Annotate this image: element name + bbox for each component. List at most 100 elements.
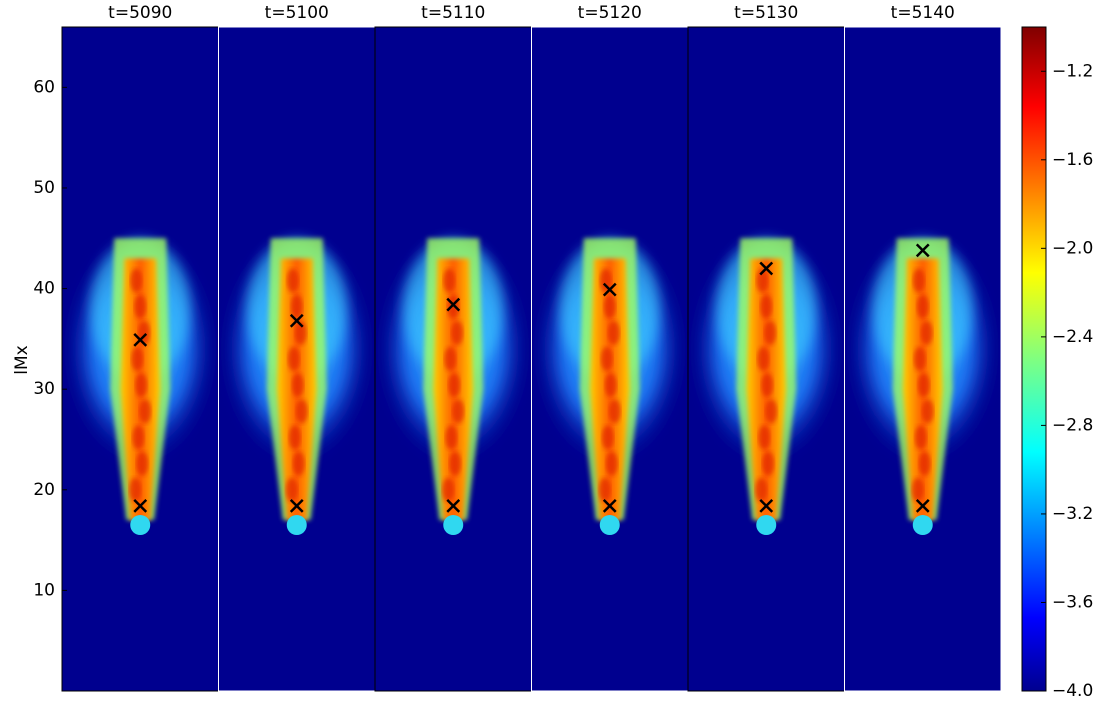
plume-streak — [608, 399, 621, 424]
plume-streak — [912, 268, 925, 293]
plume-streak — [290, 294, 303, 319]
y-tick-label: 50 — [33, 178, 55, 198]
y-tick-label: 60 — [33, 77, 55, 97]
plume-streak — [134, 294, 147, 319]
plume-streak — [921, 399, 934, 424]
plume-streak — [129, 477, 142, 502]
plume-streak — [916, 294, 929, 319]
y-tick-label: 10 — [33, 580, 55, 600]
panel — [218, 26, 376, 692]
plume-streak — [761, 373, 774, 398]
x-marker-stroke — [133, 499, 148, 513]
plume-base — [756, 515, 777, 535]
colorbar-tick-label: −2.0 — [1052, 238, 1093, 258]
colorbar-tick-label: −4.0 — [1052, 681, 1093, 701]
plume-streak — [764, 320, 777, 345]
colorbar-tick-label: −2.8 — [1052, 415, 1093, 435]
y-axis-label: lMx — [12, 345, 32, 374]
panel-title: t=5130 — [734, 3, 798, 23]
x-marker — [602, 499, 617, 513]
plume-streak — [918, 451, 931, 476]
plume-streak — [451, 320, 464, 345]
plume-streak — [287, 347, 300, 371]
x-marker — [289, 313, 304, 328]
plume-streak — [755, 477, 768, 502]
plume-streak — [286, 268, 299, 293]
x-marker-stroke — [602, 499, 617, 513]
plume — [62, 228, 219, 535]
plume-streak — [285, 477, 298, 502]
x-marker — [602, 282, 617, 297]
x-marker-stroke — [289, 313, 304, 328]
plume-base — [599, 515, 620, 535]
plume-streak — [295, 399, 308, 424]
panel-title: t=5120 — [578, 3, 642, 23]
x-marker-stroke — [602, 282, 617, 297]
panel-title: t=5090 — [108, 3, 172, 23]
panel-title: t=5100 — [265, 3, 329, 23]
plume — [218, 228, 375, 535]
plume-streak — [443, 268, 456, 293]
panel — [844, 26, 1002, 692]
panel-title: t=5110 — [421, 3, 485, 23]
plume-streak — [600, 347, 613, 371]
y-tick-label: 30 — [33, 379, 55, 399]
x-marker — [289, 499, 304, 513]
plume-base — [286, 515, 307, 535]
plume-streak — [757, 347, 770, 371]
panel-title: t=5140 — [891, 3, 955, 23]
plume-streak — [442, 477, 455, 502]
x-marker-stroke — [915, 243, 930, 258]
plume-streak — [445, 425, 458, 450]
plume-streak — [291, 373, 304, 398]
x-marker — [133, 499, 148, 513]
panel — [61, 26, 219, 692]
plume-streak — [920, 320, 933, 345]
x-marker-stroke — [289, 499, 304, 513]
plume — [688, 228, 845, 535]
plume-streak — [914, 425, 927, 450]
colorbar — [1021, 26, 1047, 692]
plume-streak — [136, 451, 149, 476]
plume-streak — [292, 451, 305, 476]
x-marker — [446, 297, 461, 312]
plume-base — [912, 515, 933, 535]
plume — [375, 228, 532, 535]
x-marker-stroke — [759, 261, 774, 276]
plume-streak — [130, 268, 143, 293]
colorbar-tick-label: −1.2 — [1052, 61, 1093, 81]
plume-streak — [913, 347, 926, 371]
x-marker — [915, 243, 930, 258]
plume-streak — [758, 425, 771, 450]
plume-streak — [452, 399, 465, 424]
x-marker-stroke — [446, 499, 461, 513]
plume-streak — [598, 477, 611, 502]
plume — [844, 228, 1001, 535]
x-marker — [759, 499, 774, 513]
colorbar-tick-label: −3.2 — [1052, 504, 1093, 524]
panel — [374, 26, 532, 692]
plume-streak — [911, 477, 924, 502]
panel — [687, 26, 845, 692]
x-marker — [915, 499, 930, 513]
plume-streak — [131, 347, 144, 371]
plume-streak — [139, 399, 152, 424]
x-marker — [133, 333, 148, 347]
plume-streak — [917, 373, 930, 398]
x-marker-stroke — [133, 333, 148, 347]
plume-streak — [599, 268, 612, 293]
plume-streak — [604, 373, 617, 398]
x-marker-stroke — [915, 499, 930, 513]
plume-streak — [601, 425, 614, 450]
x-marker — [759, 261, 774, 276]
plume-streak — [607, 320, 620, 345]
plume-streak — [603, 294, 616, 319]
colorbar-tick-label: −1.6 — [1052, 150, 1093, 170]
x-marker-stroke — [759, 499, 774, 513]
plume-streak — [288, 425, 301, 450]
colorbar-tick-label: −2.4 — [1052, 327, 1093, 347]
plume-streak — [294, 320, 307, 345]
plume-base — [443, 515, 464, 535]
plume-streak — [444, 347, 457, 371]
